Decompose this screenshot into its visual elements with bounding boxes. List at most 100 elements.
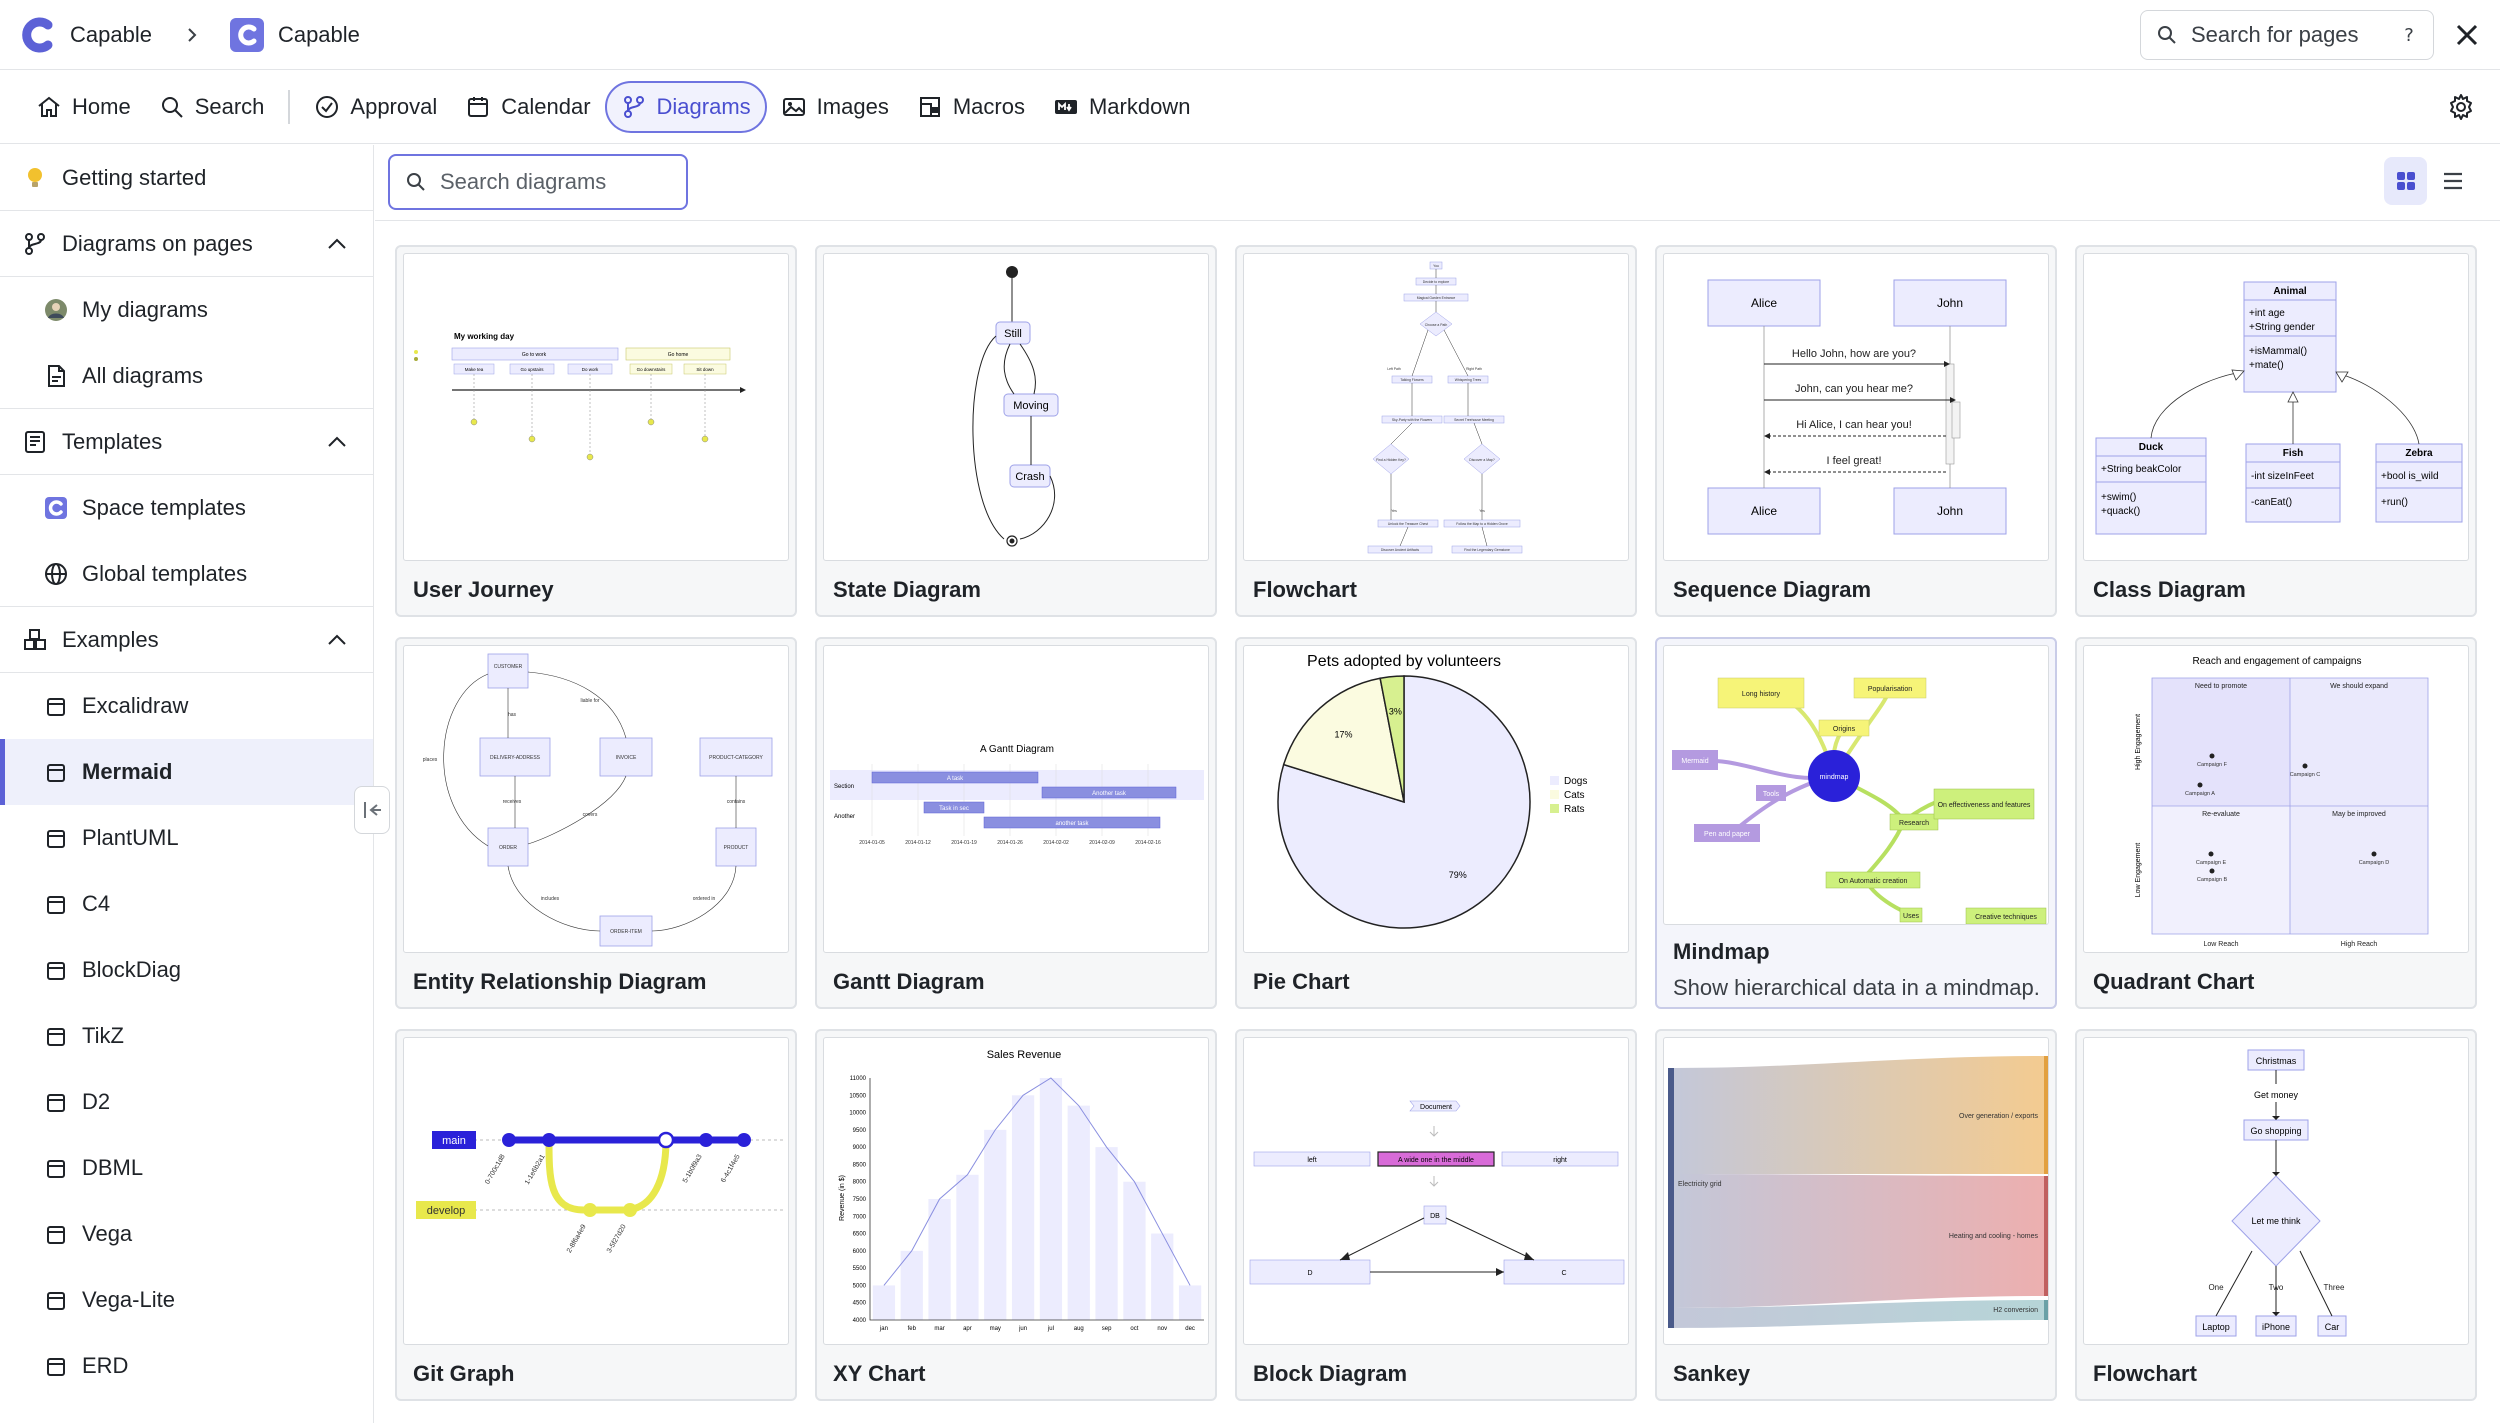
nav-macros-label: Macros (952, 93, 1025, 119)
svg-text:Another: Another (834, 814, 855, 820)
xy-chart-bar (872, 1285, 896, 1320)
help-icon[interactable]: ? (2397, 23, 2421, 47)
sidebar-item-vega[interactable]: Vega (0, 1201, 373, 1267)
diagram-card[interactable]: Animal +int age +String gender +isMammal… (2075, 245, 2477, 617)
svg-text:Decide to explore: Decide to explore (1423, 280, 1450, 284)
svg-text:Yes: Yes (1391, 509, 1397, 513)
nav-approval[interactable]: Approval (300, 81, 451, 133)
sidebar-diagrams-on-pages[interactable]: Diagrams on pages (0, 211, 373, 277)
svg-text:I feel great!: I feel great! (1826, 455, 1881, 467)
page-search-field[interactable]: Search for pages ? (2140, 10, 2434, 60)
diagram-card[interactable]: Electricity grid Over generation / expor… (1655, 1029, 2057, 1401)
sidebar-item-label: TikZ (82, 1023, 124, 1048)
pie-legend-swatch (1550, 790, 1559, 799)
close-icon[interactable] (2450, 18, 2484, 52)
nav-calendar[interactable]: Calendar (451, 81, 604, 133)
sidebar-item-tikz[interactable]: TikZ (0, 1003, 373, 1069)
nav-search[interactable]: Search (145, 81, 279, 133)
svg-text:My working day: My working day (454, 332, 515, 341)
settings-gear-icon[interactable] (2446, 92, 2476, 122)
pie-legend-label: Cats (1564, 790, 1585, 801)
sidebar-item-d2[interactable]: D2 (0, 1069, 373, 1135)
sidebar-item-erd[interactable]: ERD (0, 1333, 373, 1399)
sidebar-item-mermaid[interactable]: Mermaid (0, 739, 373, 805)
diagram-card[interactable]: Sales Revenue Revenue (in $) 4000 4500 500… (815, 1029, 1217, 1401)
breadcrumb-current[interactable]: Capable (277, 21, 360, 47)
sidebar-item-all-diagrams[interactable]: All diagrams (0, 343, 373, 409)
chevron-up-icon[interactable] (323, 626, 351, 654)
svg-text:another task: another task (1055, 821, 1089, 827)
svg-text:Hello John, how are you?: Hello John, how are you? (1792, 348, 1916, 360)
nav-images[interactable]: Images (767, 81, 903, 133)
svg-text:ORDER-ITEM: ORDER-ITEM (610, 929, 642, 935)
xy-chart-ytick: 10500 (849, 1093, 866, 1099)
svg-text:D: D (1307, 1270, 1312, 1277)
nav-macros[interactable]: Macros (903, 81, 1039, 133)
grid-view-button[interactable] (2384, 157, 2427, 205)
xy-chart-xtick: oct (1130, 1326, 1138, 1332)
sidebar-item-blockdiag[interactable]: BlockDiag (0, 937, 373, 1003)
diagram-card[interactable]: Still Moving Crash State Diagram (815, 245, 1217, 617)
svg-text:Christmas: Christmas (2256, 1056, 2297, 1066)
svg-text:Section: Section (834, 784, 854, 790)
nav-home[interactable]: Home (22, 81, 145, 133)
diagram-card[interactable]: A Gantt Diagram Section Another A task (815, 637, 1217, 1009)
sidebar-item-dbml[interactable]: DBML (0, 1135, 373, 1201)
xy-chart-ytick: 6000 (853, 1249, 867, 1255)
svg-text:+int age: +int age (2249, 308, 2285, 319)
breadcrumb-root[interactable]: Capable (70, 21, 152, 47)
sidebar-templates[interactable]: Templates (0, 409, 373, 475)
sidebar-item-global-templates[interactable]: Global templates (0, 541, 373, 607)
nav-diagrams[interactable]: Diagrams (604, 80, 767, 133)
svg-text:Zebra: Zebra (2405, 448, 2433, 459)
diagram-card[interactable]: Christmas Get money Go shopping Let me t… (2075, 1029, 2477, 1401)
xy-chart-bar (928, 1199, 951, 1320)
diagram-card[interactable]: Reach and engagement of campaigns We sho… (2075, 637, 2477, 1009)
svg-text:Three: Three (2324, 1283, 2345, 1292)
svg-text:Whispering Trees: Whispering Trees (1455, 378, 1482, 382)
diagram-card[interactable]: CUSTOMER DELIVERY-ADDRESS INVOICE PRODUC… (395, 637, 797, 1009)
calendar-page-icon (47, 1028, 65, 1046)
chevron-up-icon[interactable] (323, 230, 351, 258)
sidebar-diagrams-on-pages-label: Diagrams on pages (62, 230, 253, 256)
sidebar-item-my-diagrams[interactable]: My diagrams (0, 277, 373, 343)
calendar-page-icon (47, 1292, 65, 1310)
xy-chart-xtick: jan (879, 1326, 888, 1332)
svg-text:On effectiveness and features: On effectiveness and features (1938, 802, 2031, 809)
diagram-card[interactable]: main develop 0-700c1d8 1-1e6b2a1 2-8f6a4… (395, 1029, 797, 1401)
diagram-card[interactable]: Alice John Alice John Hello John, how ar… (1655, 245, 2057, 617)
svg-text:?: ? (2404, 25, 2414, 46)
svg-text:On Automatic creation: On Automatic creation (1839, 878, 1908, 885)
chevron-up-icon[interactable] (323, 428, 351, 456)
sidebar-examples[interactable]: Examples (0, 607, 373, 673)
sidebar-item-label: C4 (82, 891, 111, 916)
svg-text:DELIVERY-ADDRESS: DELIVERY-ADDRESS (490, 755, 541, 761)
collapse-sidebar-button[interactable] (354, 786, 390, 834)
diagram-card[interactable]: mindmap Long history Popularisation Orig… (1655, 637, 2057, 1009)
sidebar-item-space-templates[interactable]: Space templates (0, 475, 373, 541)
nav-markdown-label: Markdown (1088, 93, 1191, 119)
svg-text:One: One (2208, 1283, 2224, 1292)
list-icon (2443, 172, 2462, 190)
xy-chart-ytick: 5000 (853, 1283, 867, 1289)
diagram-card[interactable]: Pets adopted by volunteers 79% 17% 3% Dogs… (1235, 637, 1637, 1009)
sidebar-item-plantuml[interactable]: PlantUML (0, 805, 373, 871)
svg-text:liable for: liable for (581, 698, 600, 704)
diagram-card[interactable]: Document left A wide one in the middle r… (1235, 1029, 1637, 1401)
pie-slice-label: 3% (1389, 707, 1402, 717)
xy-chart-bar (1095, 1147, 1118, 1320)
sidebar-item-c4[interactable]: C4 (0, 871, 373, 937)
diagram-card[interactable]: You Decide to explore Magical Garden Ent… (1235, 245, 1637, 617)
sidebar-item-excalidraw[interactable]: Excalidraw (0, 673, 373, 739)
diagram-search-field[interactable]: Search diagrams (388, 154, 688, 210)
xy-chart-xtick: feb (908, 1326, 917, 1332)
sidebar-item-graphviz[interactable]: GraphViz (0, 1399, 373, 1423)
capable-logo-icon[interactable] (18, 16, 56, 54)
diagram-card[interactable]: My working day Go to work Go home Make t… (395, 245, 797, 617)
svg-text:Electricity grid: Electricity grid (1678, 1181, 1722, 1188)
sidebar-getting-started[interactable]: Getting started (0, 145, 373, 211)
diagram-card-title: Git Graph (413, 1361, 515, 1386)
sidebar-item-vega-lite[interactable]: Vega-Lite (0, 1267, 373, 1333)
list-view-button[interactable] (2431, 157, 2474, 205)
nav-markdown[interactable]: Markdown (1039, 81, 1204, 133)
